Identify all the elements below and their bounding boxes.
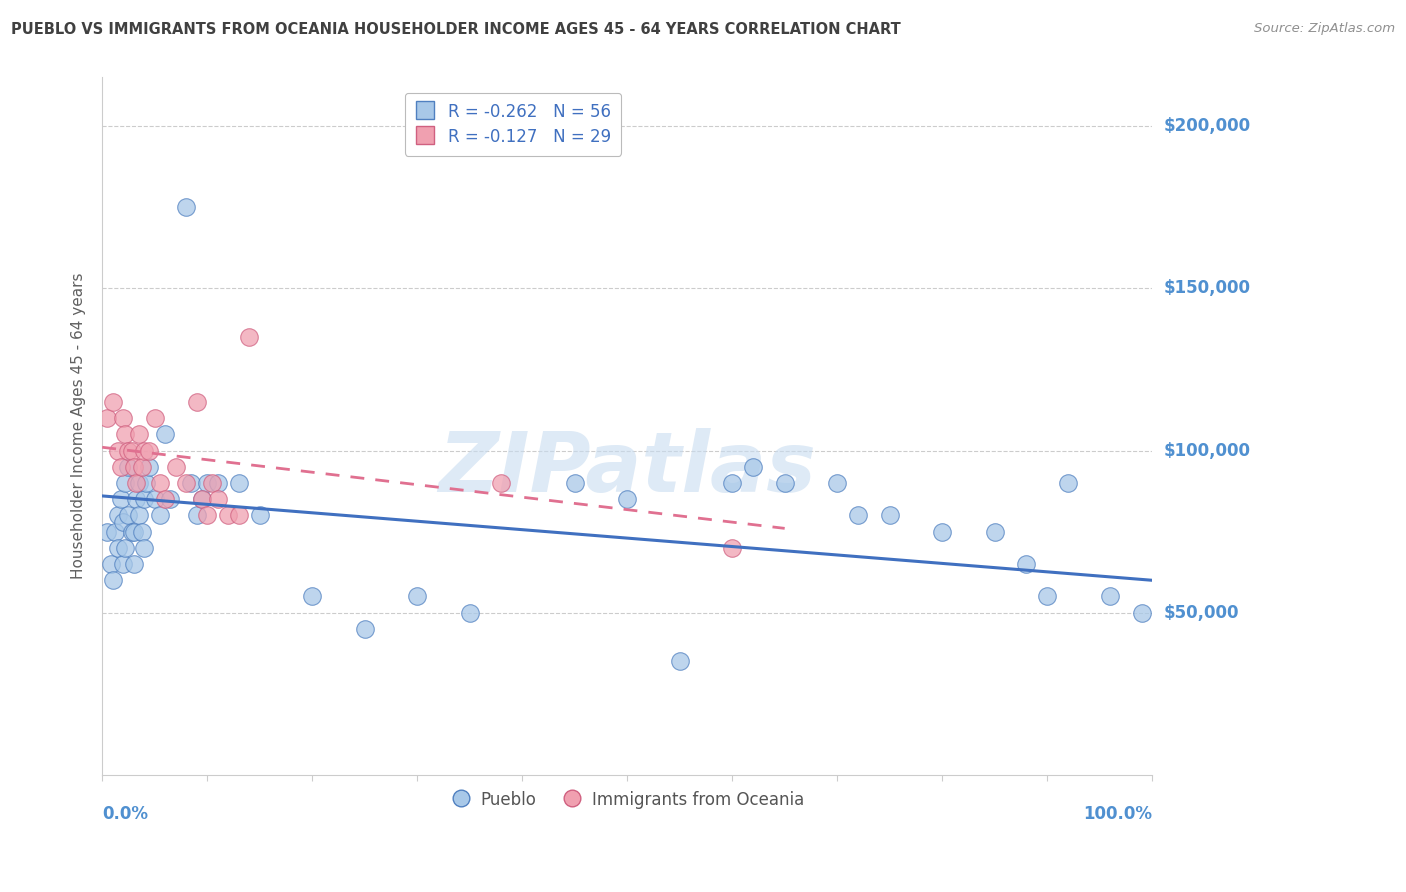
Point xyxy=(128,508,150,523)
Point xyxy=(207,492,229,507)
Point xyxy=(96,411,118,425)
Point xyxy=(121,524,143,539)
Point xyxy=(879,508,901,523)
Point xyxy=(121,443,143,458)
Point xyxy=(217,508,239,523)
Point xyxy=(721,475,744,490)
Point xyxy=(195,475,218,490)
Point xyxy=(186,395,208,409)
Point xyxy=(138,459,160,474)
Point xyxy=(100,557,122,571)
Point xyxy=(1036,590,1059,604)
Point xyxy=(1099,590,1122,604)
Point xyxy=(117,443,139,458)
Point xyxy=(131,524,153,539)
Point xyxy=(353,622,375,636)
Point xyxy=(174,475,197,490)
Point xyxy=(125,475,148,490)
Point xyxy=(228,508,250,523)
Point xyxy=(825,475,848,490)
Point xyxy=(114,427,136,442)
Point xyxy=(931,524,953,539)
Point xyxy=(1057,475,1080,490)
Point xyxy=(114,475,136,490)
Y-axis label: Householder Income Ages 45 - 64 years: Householder Income Ages 45 - 64 years xyxy=(72,273,86,580)
Text: PUEBLO VS IMMIGRANTS FROM OCEANIA HOUSEHOLDER INCOME AGES 45 - 64 YEARS CORRELAT: PUEBLO VS IMMIGRANTS FROM OCEANIA HOUSEH… xyxy=(11,22,901,37)
Text: 100.0%: 100.0% xyxy=(1083,805,1152,823)
Point xyxy=(112,515,135,529)
Point xyxy=(138,443,160,458)
Point xyxy=(238,330,260,344)
Point xyxy=(155,427,177,442)
Point xyxy=(104,524,127,539)
Point xyxy=(195,508,218,523)
Legend: Pueblo, Immigrants from Oceania: Pueblo, Immigrants from Oceania xyxy=(444,784,810,815)
Point xyxy=(149,475,172,490)
Point xyxy=(96,524,118,539)
Point xyxy=(249,508,271,523)
Point xyxy=(143,492,166,507)
Point xyxy=(122,557,145,571)
Point xyxy=(149,508,172,523)
Point xyxy=(122,524,145,539)
Point xyxy=(101,395,124,409)
Point xyxy=(191,492,214,507)
Point xyxy=(155,492,177,507)
Text: $150,000: $150,000 xyxy=(1163,279,1250,297)
Point xyxy=(112,411,135,425)
Point xyxy=(112,557,135,571)
Point xyxy=(122,459,145,474)
Point xyxy=(159,492,181,507)
Point xyxy=(1015,557,1038,571)
Point xyxy=(616,492,638,507)
Point xyxy=(165,459,187,474)
Point xyxy=(107,541,129,555)
Point xyxy=(110,459,132,474)
Point xyxy=(125,492,148,507)
Point xyxy=(668,654,690,668)
Point xyxy=(983,524,1005,539)
Point xyxy=(228,475,250,490)
Point xyxy=(128,427,150,442)
Text: $100,000: $100,000 xyxy=(1163,442,1250,459)
Point xyxy=(110,492,132,507)
Point xyxy=(773,475,796,490)
Point xyxy=(134,443,156,458)
Text: $50,000: $50,000 xyxy=(1163,604,1239,622)
Point xyxy=(301,590,323,604)
Point xyxy=(721,541,744,555)
Point xyxy=(742,459,765,474)
Point xyxy=(131,459,153,474)
Point xyxy=(191,492,214,507)
Point xyxy=(135,475,157,490)
Point xyxy=(489,475,512,490)
Point xyxy=(458,606,481,620)
Point xyxy=(846,508,869,523)
Point xyxy=(117,508,139,523)
Point xyxy=(143,411,166,425)
Point xyxy=(107,508,129,523)
Point xyxy=(186,508,208,523)
Text: ZIPatlas: ZIPatlas xyxy=(439,427,815,508)
Point xyxy=(107,443,129,458)
Point xyxy=(201,475,224,490)
Point xyxy=(564,475,586,490)
Text: $200,000: $200,000 xyxy=(1163,117,1250,135)
Point xyxy=(134,492,156,507)
Point xyxy=(117,459,139,474)
Point xyxy=(207,475,229,490)
Text: 0.0%: 0.0% xyxy=(103,805,148,823)
Point xyxy=(128,475,150,490)
Point xyxy=(180,475,202,490)
Point xyxy=(134,541,156,555)
Point xyxy=(1130,606,1153,620)
Text: Source: ZipAtlas.com: Source: ZipAtlas.com xyxy=(1254,22,1395,36)
Point xyxy=(406,590,429,604)
Point xyxy=(174,200,197,214)
Point xyxy=(101,574,124,588)
Point xyxy=(114,541,136,555)
